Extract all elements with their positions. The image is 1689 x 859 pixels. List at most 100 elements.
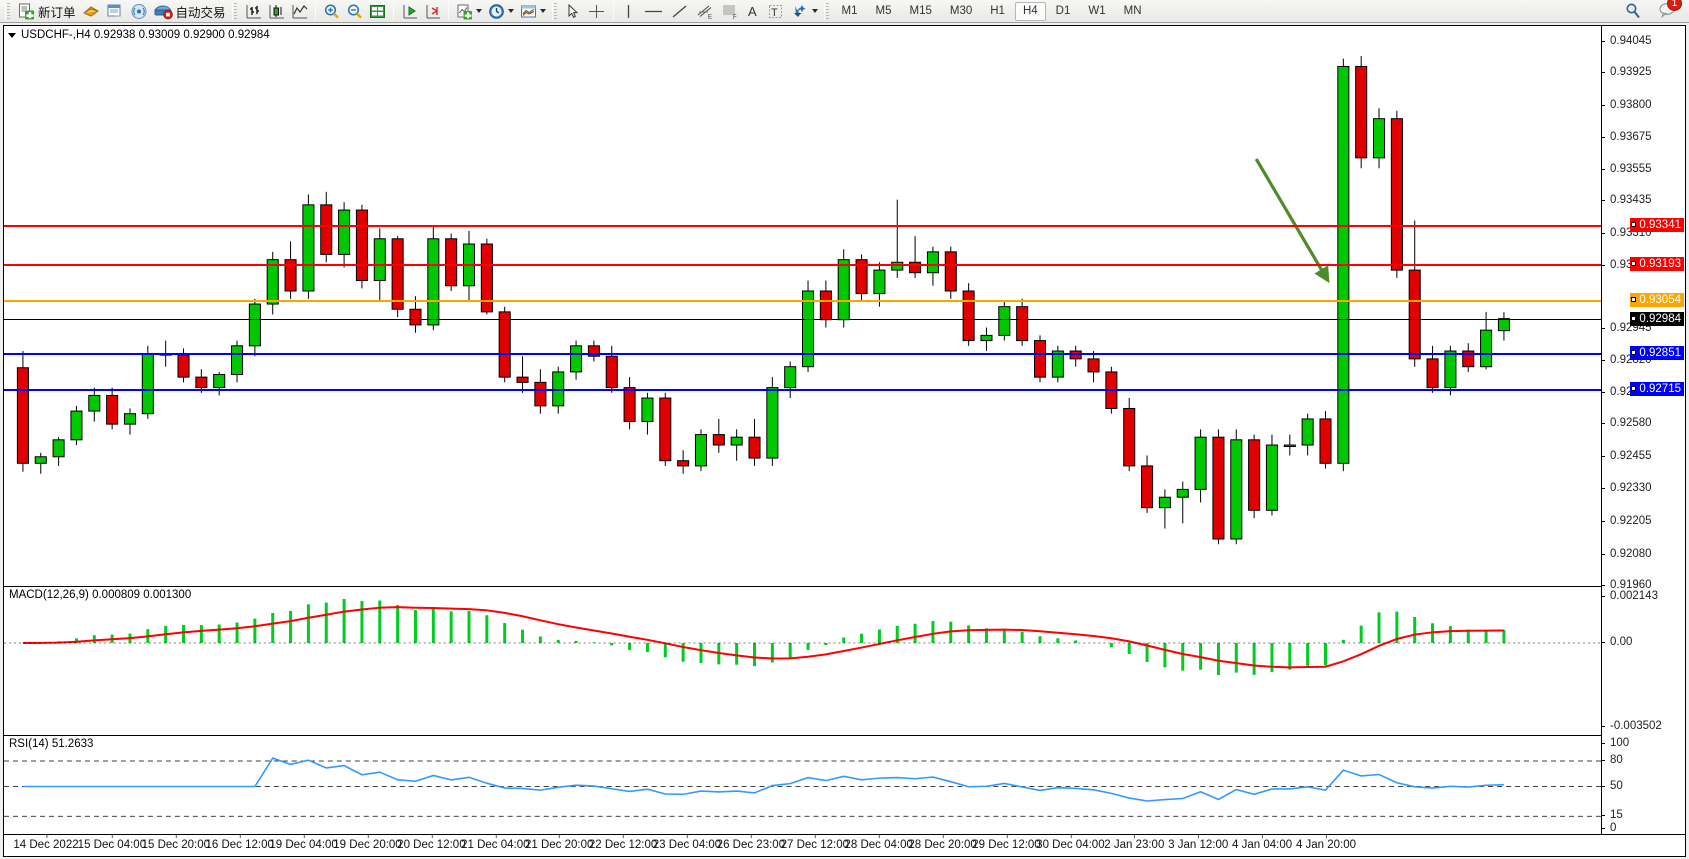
rsi-pane[interactable]: RSI(14) 51.2633 [4, 736, 1601, 834]
timeframe-button-h4[interactable]: H4 [1014, 1, 1046, 21]
chart-shift-button[interactable] [421, 1, 444, 22]
search-icon[interactable] [1623, 1, 1643, 21]
price-label-pivot-0-93054[interactable]: 0.93054 [1630, 293, 1684, 308]
price-label-support-0-92851[interactable]: 0.92851 [1630, 346, 1684, 361]
price-candles-layer [16, 56, 1510, 545]
svg-text:F: F [733, 15, 737, 20]
timeframe-button-w1[interactable]: W1 [1088, 5, 1106, 17]
objects-button[interactable] [787, 1, 821, 22]
svg-text:E: E [708, 14, 712, 20]
crosshair-button[interactable] [584, 1, 609, 22]
price-label-resistance-0-93193[interactable]: 0.93193 [1630, 257, 1684, 272]
price-label-knob[interactable] [1631, 222, 1637, 228]
pane-divider-rsi[interactable] [4, 735, 1601, 736]
zoom-in-icon [324, 3, 339, 19]
templates-caret-icon[interactable] [539, 9, 546, 13]
price-line-0-92984[interactable] [4, 318, 1601, 320]
time-axis[interactable]: 14 Dec 2022 15 Dec 04:00 15 Dec 20:00 16 De… [4, 834, 1685, 856]
timeframe-button-m15[interactable]: M15 [909, 5, 932, 17]
zoom-out-icon [347, 3, 362, 19]
autotrading-button[interactable]: 自动交易 [151, 1, 229, 22]
toolbar-grip-timeframes[interactable] [823, 2, 831, 20]
price-line-0-92851[interactable] [4, 353, 1601, 356]
time-tick-14: 28 Dec 20:00 [908, 835, 977, 855]
timeframe-button-m30[interactable]: M30 [949, 5, 973, 17]
rsi-plot [4, 757, 1601, 817]
timeframe-button-mn[interactable]: MN [1123, 5, 1142, 17]
text-label-button[interactable]: T [764, 1, 787, 22]
price-axis[interactable]: 0.94045 0.93925 0.93800 0.93675 0.93555 0.934… [1601, 26, 1685, 834]
indicators-button[interactable] [453, 1, 485, 22]
down-arrow-annotation[interactable] [1254, 158, 1330, 284]
zoom-out-button[interactable] [343, 1, 366, 22]
horizontal-line-button[interactable] [640, 1, 667, 22]
price-line-0-93193[interactable] [4, 264, 1601, 267]
time-tick-6: 20 Dec 12:00 [397, 835, 466, 855]
rsi-axis-tick-15: 15 [1601, 809, 1685, 822]
time-tick-11: 26 Dec 23:00 [717, 835, 785, 855]
templates-button[interactable] [517, 1, 549, 22]
timeframe-button-m1[interactable]: M1 [841, 5, 858, 17]
price-line-0-93054[interactable] [4, 300, 1601, 303]
price-label-knob[interactable] [1631, 315, 1637, 321]
periods-caret-icon[interactable] [507, 9, 514, 13]
toolbar-grip-drawing[interactable] [551, 2, 559, 20]
toolbar-separator-3 [447, 2, 449, 20]
price-line-0-92715[interactable] [4, 388, 1601, 391]
cursor-button[interactable] [562, 1, 584, 22]
time-tick-8: 21 Dec 20:00 [525, 835, 593, 855]
objects-caret-icon[interactable] [811, 9, 818, 13]
price-label-knob[interactable] [1631, 350, 1637, 356]
equidistant-channel-button[interactable]: E [692, 1, 717, 22]
time-tick-15: 29 Dec 12:00 [972, 835, 1041, 855]
timeframe-group: M1 M5 M15 M30 H1 H4 D1 W1 MN [834, 1, 1150, 21]
toolbar-grip-main[interactable] [5, 2, 12, 20]
trendline-button[interactable] [667, 1, 692, 22]
trendline-icon [672, 5, 686, 17]
price-pane[interactable]: USDCHF-,H4 0.92938 0.93009 0.92900 0.929… [4, 26, 1601, 586]
arrow-annotation-layer[interactable] [4, 26, 1601, 586]
fibonacci-button[interactable]: F [717, 1, 742, 22]
chart-window[interactable]: USDCHF-,H4 0.92938 0.93009 0.92900 0.929… [3, 25, 1686, 857]
price-label-knob[interactable] [1631, 261, 1637, 267]
timeframe-button-d1[interactable]: D1 [1055, 5, 1071, 17]
indicators-caret-icon[interactable] [475, 9, 482, 13]
bar-chart-button[interactable] [242, 1, 265, 22]
pane-divider-macd[interactable] [4, 586, 1601, 587]
price-line-0-93341[interactable] [4, 225, 1601, 228]
chart-plot-area[interactable]: USDCHF-,H4 0.92938 0.93009 0.92900 0.929… [4, 26, 1601, 834]
new-order-icon [19, 3, 34, 19]
svg-text:A: A [748, 4, 757, 19]
timeframe-button-m5[interactable]: M5 [875, 5, 892, 17]
metaeditor-icon [82, 5, 99, 17]
price-label-support-0-92715[interactable]: 0.92715 [1630, 381, 1684, 396]
chart-menu-caret-icon[interactable] [8, 32, 16, 38]
notifications-button[interactable]: 1 [1657, 0, 1682, 24]
arrow-cursor-icon [568, 3, 579, 18]
terminal-button[interactable] [103, 1, 127, 22]
vertical-line-button[interactable] [618, 1, 640, 22]
signals-button[interactable] [127, 1, 151, 22]
candlestick-chart-button[interactable] [265, 1, 288, 22]
time-tick-0: 14 Dec 2022 [13, 835, 79, 855]
line-chart-icon [292, 4, 307, 18]
price-label-knob[interactable] [1631, 297, 1637, 303]
price-label-knob[interactable] [1631, 385, 1637, 391]
metaeditor-button[interactable] [79, 1, 103, 22]
text-button[interactable]: A [742, 1, 764, 22]
toolbar-grip-charttype[interactable] [231, 2, 239, 20]
time-tick-18: 3 Jan 12:00 [1168, 835, 1228, 855]
price-label-last-price-0-92984[interactable]: 0.92984 [1630, 311, 1684, 326]
auto-scroll-button[interactable] [398, 1, 421, 22]
zoom-in-button[interactable] [320, 1, 343, 22]
rsi-axis-tick-80: 80 [1601, 754, 1685, 767]
new-order-button[interactable]: 新订单 [15, 1, 79, 22]
macd-pane[interactable]: MACD(12,26,9) 0.000809 0.001300 [4, 587, 1601, 735]
periods-button[interactable] [485, 1, 517, 22]
price-label-resistance-0-93341[interactable]: 0.93341 [1630, 218, 1684, 233]
time-tick-19: 4 Jan 04:00 [1232, 835, 1292, 855]
data-window-button[interactable] [366, 1, 389, 22]
line-chart-button[interactable] [288, 1, 311, 22]
timeframe-button-h1[interactable]: H1 [990, 5, 1005, 17]
price-label-value: 0.92715 [1639, 382, 1681, 395]
